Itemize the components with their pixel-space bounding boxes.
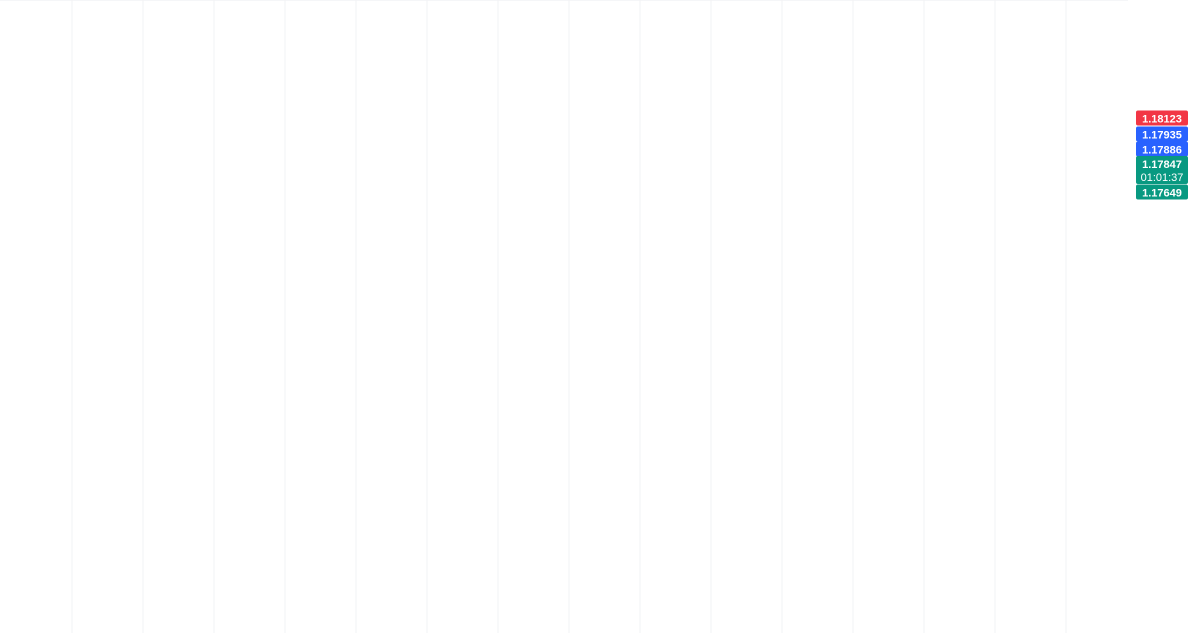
price-label-text: 01:01:37: [1141, 172, 1184, 184]
price-label-text: 1.17886: [1142, 145, 1182, 157]
level-label-1-17886[interactable]: 1.17886: [1136, 141, 1188, 157]
upper-band-price-label[interactable]: 1.18123: [1136, 110, 1188, 126]
price-label-box: [1136, 110, 1188, 126]
price-scale-background: [1128, 0, 1200, 633]
grid-lines: [0, 0, 1128, 633]
price-label-text: 1.17847: [1142, 159, 1182, 171]
price-label-text: 1.17649: [1142, 188, 1182, 200]
price-label-box: [1136, 156, 1188, 184]
price-label-box: [1136, 184, 1188, 200]
price-label-box: [1136, 141, 1188, 157]
middle-band-price-label[interactable]: 1.17935: [1136, 126, 1188, 142]
price-label-box: [1136, 126, 1188, 142]
price-label-text: 1.17935: [1142, 130, 1182, 142]
price-label-text: 1.18123: [1142, 114, 1182, 126]
lower-band-price-label[interactable]: 1.17649: [1136, 184, 1188, 200]
price-axis[interactable]: 1.190001.175001.170001.165001.160001.155…: [1128, 0, 1200, 633]
